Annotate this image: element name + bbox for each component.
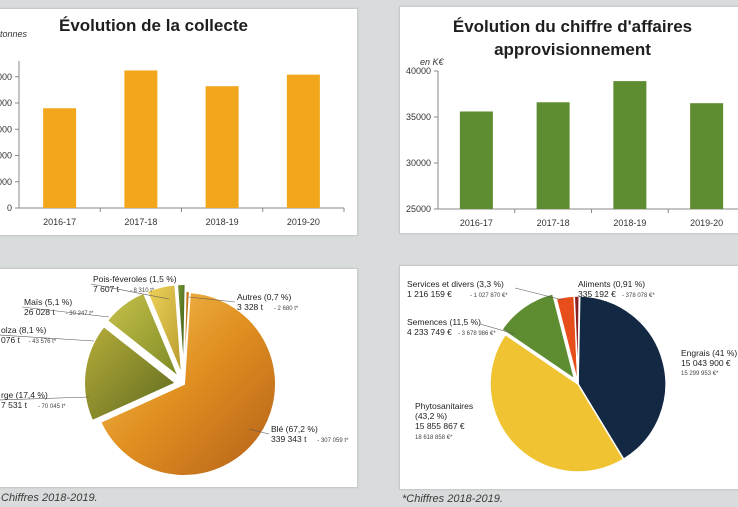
x-tick-label: 2018-19 — [206, 217, 239, 227]
label-engrais: Engrais (41 %) — [681, 348, 737, 358]
pie-slice-colza — [105, 291, 182, 381]
leader-poisfveroles — [90, 283, 170, 300]
y-tick-label: 30000 — [406, 158, 431, 168]
bar-2017-18 — [536, 102, 570, 209]
y-tick-label: 000 — [0, 177, 12, 187]
pie-slice-phytosanitaires — [489, 333, 625, 473]
prev-autres: - 2 680 t* — [274, 306, 299, 312]
pie-slice-blé — [98, 291, 277, 477]
label-services: Services et divers (3,3 %) — [407, 279, 504, 289]
y-tick-label: 000 — [0, 98, 12, 108]
bar-2016-17 — [43, 108, 77, 208]
ca-bar-chart: en K€ 25000 30000 35000 40000 2016-17 2017-18 2… — [406, 57, 738, 228]
pie-slice-pois-féveroles — [175, 283, 187, 377]
bar-2019-20 — [690, 103, 724, 209]
value-colza: 076 t — [1, 335, 21, 345]
value-services: 1 216 159 € — [407, 289, 452, 299]
y-tick-label: 000 — [0, 124, 12, 134]
appro-panel: Engrais (41 %) 15 043 900 € 15 299 953 €* P… — [399, 265, 738, 505]
bar-2018-19 — [613, 81, 647, 209]
bar-2016-17 — [459, 111, 493, 209]
value-poisfveroles: 7 607 t — [93, 284, 120, 294]
appro-pie-chart: Engrais (41 %)15 043 900 € 15 299 953 €* P… — [407, 279, 737, 473]
label-colza: olza (8,1 %) — [1, 325, 47, 335]
ca-title-line2: approvisionnement — [494, 40, 651, 59]
x-tick-label: 2019-20 — [287, 217, 320, 227]
prev-services: - 1 027 870 €* — [470, 293, 508, 299]
prev-colza: - 43 576 t* — [29, 339, 57, 345]
prev-orge: - 70 045 t* — [38, 404, 66, 410]
label-autres: Autres (0,7 %) — [237, 292, 291, 302]
y-tick-label: 0 — [7, 203, 12, 213]
y-tick-label: 000 — [0, 151, 12, 161]
label-poisfveroles: Pois-féveroles (1,5 %) — [93, 274, 177, 284]
bar-2018-19 — [205, 86, 239, 208]
x-tick-label: 2019-20 — [690, 218, 723, 228]
pie-slice-aliments — [573, 295, 581, 385]
cereales-panel: Pois-féveroles (1,5 %) 7 607 t - 8 310 t* M… — [0, 268, 358, 504]
y-tick-label: 000 — [0, 72, 12, 82]
prev-semences: - 3 678 986 €* — [458, 331, 496, 337]
leader-semences — [479, 323, 516, 335]
ca-title-line1: Évolution du chiffre d'affaires — [452, 17, 693, 36]
y-axis-label: tonnes — [0, 29, 28, 39]
label-orge: rge (17,4 %) — [1, 390, 48, 400]
value-mas: 26 028 t — [24, 307, 55, 317]
value-bl: 339 343 t — [271, 434, 307, 444]
leader-autres — [188, 296, 236, 303]
y-tick-label: 25000 — [406, 204, 431, 214]
leader-orge — [0, 396, 90, 401]
x-tick-label: 2016-17 — [43, 217, 76, 227]
prev-engrais: 15 299 953 €* — [681, 371, 719, 377]
y-tick-label: 40000 — [406, 66, 431, 76]
leader-mas — [21, 306, 110, 318]
leader-bl — [248, 428, 270, 435]
label-bl: Blé (67,2 %) — [271, 424, 318, 434]
y-tick-label: 35000 — [406, 112, 431, 122]
value-autres: 3 328 t — [237, 302, 264, 312]
appro-footnote: *Chiffres 2018-2019. — [402, 493, 503, 505]
value-engrais: 15 043 900 € — [681, 358, 731, 368]
collecte-title: Évolution de la collecte — [59, 16, 248, 35]
cereales-footnote: Chiffres 2018-2019. — [1, 492, 98, 504]
label-phyto-2: (43,2 %) — [415, 411, 447, 421]
prev-aliments: - 378 078 €* — [622, 293, 655, 299]
value-aliments: 335 192 € — [578, 289, 616, 299]
value-orge: 7 531 t — [1, 400, 28, 410]
prev-mas: - 30 247 t* — [66, 311, 94, 317]
pie-slice-semences — [500, 292, 576, 381]
x-tick-label: 2017-18 — [124, 217, 157, 227]
label-aliments: Aliments (0,91 %) — [578, 279, 645, 289]
bar-2017-18 — [124, 70, 158, 208]
pie-slice-engrais — [577, 295, 667, 461]
prev-phyto: 18 618 858 €* — [415, 435, 453, 441]
label-semences: Semences (11,5 %) — [407, 317, 481, 327]
value-phyto: 15 855 867 € — [415, 421, 465, 431]
bar-2019-20 — [286, 74, 320, 209]
y-axis-label: en K€ — [420, 57, 445, 67]
leader-colza — [0, 334, 95, 342]
leader-services — [514, 287, 564, 301]
prev-poisfveroles: - 8 310 t* — [130, 288, 155, 294]
pie-slice-orge — [83, 324, 178, 423]
value-semences: 4 233 749 € — [407, 327, 452, 337]
pie-slice-maïs — [145, 283, 184, 377]
label-phyto-1: Phytosanitaires — [415, 401, 473, 411]
x-tick-label: 2017-18 — [537, 218, 570, 228]
ca-panel: Évolution du chiffre d'affaires approvis… — [399, 6, 738, 234]
collecte-panel: Évolution de la collecte tonnes 0 00 00 00 00… — [0, 8, 358, 236]
prev-bl: - 307 059 t* — [317, 438, 349, 444]
x-tick-label: 2018-19 — [613, 218, 646, 228]
collecte-bar-chart: tonnes00000000000000002016-172017-182018… — [0, 29, 345, 227]
x-tick-label: 2016-17 — [460, 218, 493, 228]
cereales-pie-chart: Pois-féveroles (1,5 %)7 607 t - 8 310 t* M… — [0, 274, 349, 477]
label-mas: Maïs (5,1 %) — [24, 297, 72, 307]
